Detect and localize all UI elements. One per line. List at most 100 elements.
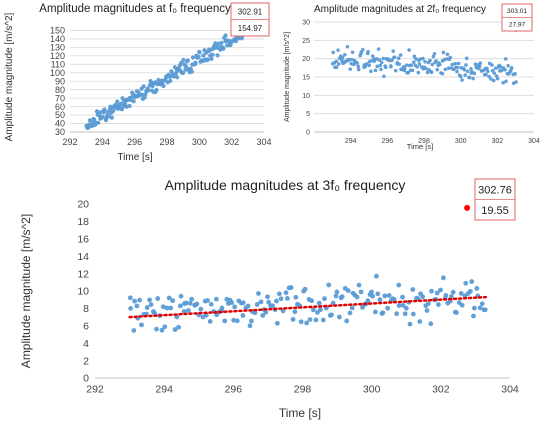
y-tick-label: 10 — [302, 93, 310, 100]
data-point — [152, 310, 157, 316]
chart-title: Amplitude magnitudes at 2f₀ frequency — [314, 4, 486, 15]
data-point — [316, 300, 322, 306]
data-point — [159, 327, 165, 333]
data-point — [441, 50, 446, 55]
data-point — [432, 51, 437, 56]
data-point — [161, 83, 166, 89]
y-tick-label: 8 — [83, 303, 89, 315]
data-point — [392, 55, 397, 60]
data-point — [373, 68, 378, 73]
data-point — [284, 296, 290, 301]
data-point — [467, 75, 472, 80]
data-point — [485, 66, 489, 71]
data-point — [339, 294, 345, 299]
data-point — [105, 110, 110, 115]
data-point — [343, 52, 347, 57]
data-point — [156, 77, 161, 83]
data-point — [377, 58, 382, 62]
data-point — [349, 57, 354, 62]
data-point — [372, 309, 378, 315]
data-point — [274, 320, 280, 326]
data-point — [448, 294, 454, 299]
data-point — [460, 78, 464, 82]
data-point — [278, 296, 284, 302]
data-point — [382, 74, 386, 79]
data-point — [398, 53, 403, 57]
data-point — [265, 294, 270, 300]
data-point — [376, 47, 381, 51]
data-point — [183, 300, 189, 306]
data-point — [331, 50, 336, 55]
data-point — [186, 308, 191, 313]
data-point — [254, 302, 260, 307]
data-point — [118, 101, 124, 106]
data-point — [434, 290, 440, 296]
y-tick-label: 60 — [55, 102, 65, 112]
data-point — [391, 49, 396, 53]
callout-x-value: 302.76 — [478, 184, 512, 196]
data-point — [477, 64, 482, 69]
data-point — [164, 305, 170, 311]
data-point — [270, 303, 275, 309]
data-point — [196, 54, 201, 60]
data-point — [354, 294, 360, 300]
data-point — [495, 76, 500, 81]
x-tick-label: 292 — [62, 137, 77, 147]
data-point — [375, 291, 381, 297]
data-point — [414, 57, 418, 61]
x-tick-label: 300 — [363, 384, 381, 396]
data-point — [458, 291, 464, 296]
y-tick-label: 100 — [50, 68, 65, 78]
chart-f0: Amplitude magnitudes at f₀ frequency 3040… — [4, 2, 272, 163]
data-point — [493, 66, 498, 71]
data-point — [455, 69, 459, 74]
data-point — [190, 55, 196, 60]
data-point — [416, 70, 421, 75]
data-point — [172, 327, 178, 332]
data-point — [276, 291, 282, 297]
data-point — [386, 293, 392, 298]
data-point — [198, 306, 204, 312]
data-point — [132, 298, 138, 304]
data-point — [141, 84, 146, 89]
data-point — [92, 117, 97, 122]
data-point — [370, 54, 375, 58]
data-point — [506, 64, 510, 68]
data-point — [424, 308, 430, 313]
x-tick-label: 302 — [491, 138, 503, 145]
data-point — [334, 289, 340, 295]
data-point — [334, 65, 339, 69]
data-point — [380, 310, 386, 316]
y-tick-label: 20 — [77, 199, 89, 211]
data-point — [472, 305, 477, 311]
y-tick-label: 110 — [51, 59, 65, 69]
data-point — [219, 40, 224, 45]
y-tick-label: 10 — [77, 286, 89, 298]
data-point — [292, 309, 298, 315]
data-point — [345, 44, 350, 49]
data-point — [369, 289, 374, 295]
data-point — [443, 67, 448, 72]
data-point — [228, 42, 233, 47]
data-point — [400, 294, 405, 300]
data-point — [465, 69, 470, 74]
x-tick-label: 300 — [192, 137, 207, 147]
callout-x-value: 302.91 — [238, 7, 263, 16]
data-point — [484, 72, 488, 77]
data-point — [425, 70, 430, 75]
data-point — [310, 307, 316, 313]
x-tick-label: 304 — [501, 384, 519, 396]
data-point — [283, 290, 289, 296]
data-point — [168, 78, 173, 83]
data-point — [166, 295, 172, 301]
data-point — [115, 99, 120, 104]
callout-y-value: 19.55 — [481, 205, 509, 217]
data-point — [409, 63, 414, 68]
data-point — [232, 304, 238, 310]
data-point — [231, 317, 237, 323]
data-point — [336, 62, 341, 66]
data-point — [424, 66, 428, 71]
y-tick-label: 90 — [55, 76, 65, 86]
data-point — [322, 296, 327, 302]
data-point — [183, 67, 188, 72]
